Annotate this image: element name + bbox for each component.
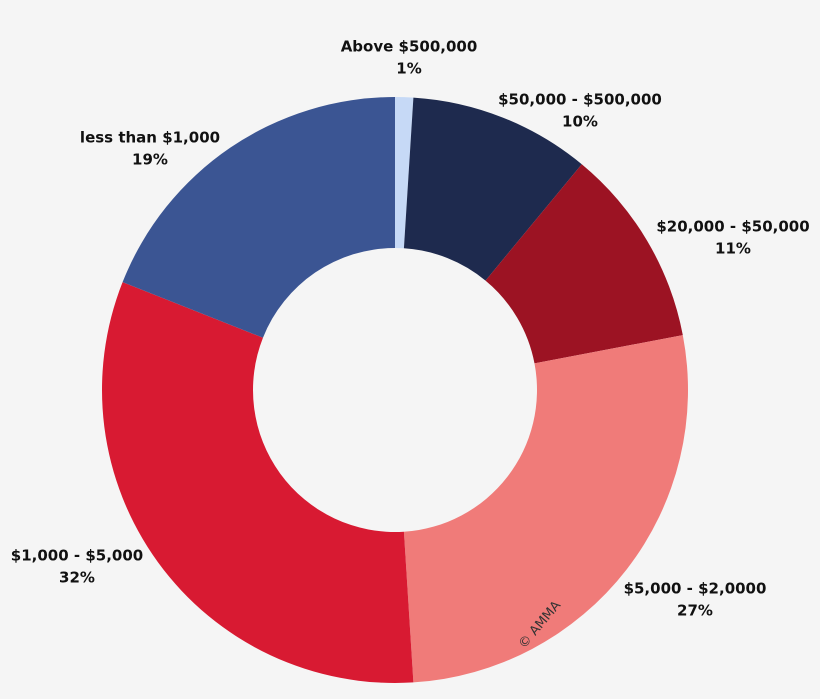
slice-label: $1,000 - $5,000: [11, 547, 143, 565]
slice-value-label: 27%: [677, 602, 713, 620]
donut-slice: [485, 164, 683, 364]
donut-slice: [395, 97, 414, 249]
slice-label: $20,000 - $50,000: [656, 218, 809, 236]
donut-slice: [122, 97, 395, 338]
donut-slice: [403, 97, 582, 281]
slice-value-label: 1%: [396, 60, 421, 78]
donut-slice: [101, 282, 414, 683]
donut-slice: [403, 335, 688, 683]
slice-label: less than $1,000: [80, 129, 220, 147]
slice-value-label: 32%: [59, 569, 95, 587]
slice-value-label: 10%: [562, 113, 598, 131]
slice-label: $50,000 - $500,000: [498, 91, 662, 109]
slice-value-label: 11%: [715, 240, 751, 258]
slice-label: $5,000 - $2,0000: [624, 580, 767, 598]
slice-label: Above $500,000: [341, 38, 478, 56]
slice-value-label: 19%: [132, 151, 168, 169]
